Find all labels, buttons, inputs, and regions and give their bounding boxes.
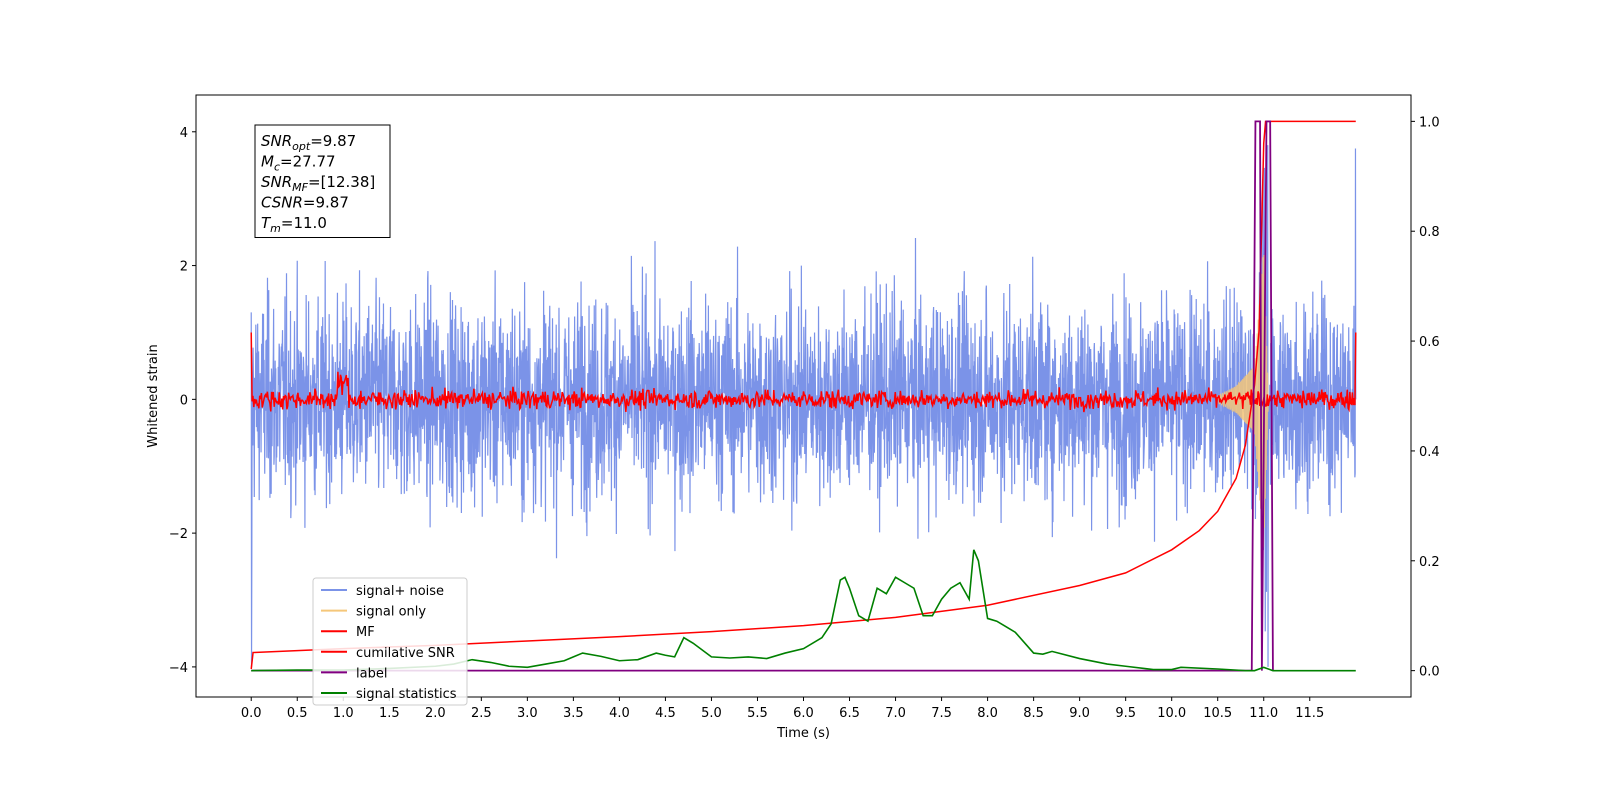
y-axis-left: −4 −2 0 2 4 bbox=[169, 126, 196, 676]
legend-item: cumilative SNR bbox=[321, 646, 455, 661]
legend-frame bbox=[312, 577, 468, 706]
x-tick-label: 0.0 bbox=[241, 706, 262, 721]
annotation-box: SNRopt=9.87Mc=27.77SNRMF=[12.38]CSNR=9.8… bbox=[254, 124, 391, 238]
x-tick-label: 4.0 bbox=[609, 706, 630, 721]
x-axis-label: Time (s) bbox=[776, 726, 830, 741]
annotation-frame bbox=[254, 124, 391, 238]
x-tick-label: 7.0 bbox=[885, 706, 906, 721]
annotation-line: SNRopt=9.87 bbox=[261, 132, 356, 153]
series-layer bbox=[250, 120, 1357, 672]
y2-tick-label: 1.0 bbox=[1419, 115, 1440, 130]
legend-item: MF bbox=[321, 625, 375, 640]
x-tick-label: 8.0 bbox=[977, 706, 998, 721]
x-tick-label: 0.5 bbox=[287, 706, 308, 721]
y-tick-label: 4 bbox=[180, 126, 188, 141]
y2-tick-label: 0.2 bbox=[1419, 555, 1440, 570]
x-tick-label: 3.0 bbox=[517, 706, 538, 721]
legend: signal+ noise signal only MF cumilative SNR… bbox=[312, 577, 468, 706]
y-tick-label: −2 bbox=[169, 527, 188, 542]
x-tick-label: 11.5 bbox=[1295, 706, 1324, 721]
y2-tick-label: 0.0 bbox=[1419, 665, 1440, 680]
x-tick-label: 1.5 bbox=[379, 706, 400, 721]
x-tick-label: 2.0 bbox=[425, 706, 446, 721]
x-tick-label: 6.0 bbox=[793, 706, 814, 721]
annotation-line: SNRMF=[12.38] bbox=[261, 173, 375, 194]
legend-label: cumilative SNR bbox=[356, 646, 455, 661]
y2-tick-label: 0.6 bbox=[1419, 335, 1440, 350]
x-tick-label: 8.5 bbox=[1023, 706, 1044, 721]
x-tick-label: 9.0 bbox=[1069, 706, 1090, 721]
x-tick-label: 4.5 bbox=[655, 706, 676, 721]
y-axis-right: 0.0 0.2 0.4 0.6 0.8 1.0 bbox=[1411, 115, 1440, 680]
y-tick-label: 0 bbox=[180, 393, 188, 408]
legend-label: signal statistics bbox=[356, 687, 457, 702]
series-mf bbox=[250, 332, 1357, 413]
x-tick-label: 2.5 bbox=[471, 706, 492, 721]
x-tick-label: 9.5 bbox=[1115, 706, 1136, 721]
legend-item: label bbox=[321, 666, 387, 681]
series-signal-plus-noise bbox=[250, 145, 1357, 667]
x-tick-label: 10.0 bbox=[1157, 706, 1186, 721]
legend-label: MF bbox=[356, 625, 375, 640]
legend-item: signal+ noise bbox=[321, 584, 444, 599]
series-cumulative-snr bbox=[250, 120, 1356, 670]
legend-label: signal only bbox=[356, 605, 426, 620]
x-tick-label: 5.5 bbox=[747, 706, 768, 721]
y-axis-label: Whitened strain bbox=[146, 344, 161, 447]
x-tick-label: 1.0 bbox=[333, 706, 354, 721]
x-tick-label: 3.5 bbox=[563, 706, 584, 721]
y-tick-label: −4 bbox=[169, 661, 188, 676]
annotation-line: CSNR=9.87 bbox=[261, 194, 349, 212]
x-tick-label: 10.5 bbox=[1203, 706, 1232, 721]
x-tick-label: 6.5 bbox=[839, 706, 860, 721]
x-tick-label: 7.5 bbox=[931, 706, 952, 721]
y-tick-label: 2 bbox=[180, 260, 188, 275]
legend-label: label bbox=[356, 666, 387, 681]
x-tick-label: 11.0 bbox=[1249, 706, 1278, 721]
annotation-line: Mc=27.77 bbox=[261, 153, 336, 174]
series-signal-statistics bbox=[251, 549, 1356, 672]
legend-label: signal+ noise bbox=[356, 584, 444, 599]
y2-tick-label: 0.8 bbox=[1419, 225, 1440, 240]
series-label bbox=[251, 120, 1274, 672]
legend-item: signal statistics bbox=[321, 687, 457, 702]
x-tick-label: 5.0 bbox=[701, 706, 722, 721]
y2-tick-label: 0.4 bbox=[1419, 445, 1440, 460]
legend-item: signal only bbox=[321, 605, 426, 620]
x-axis: 0.0 0.5 1.0 1.5 2.0 2.5 3.0 3.5 4.0 4.5 5.0 5.5 6.0 6… bbox=[241, 697, 1324, 721]
annotation-line: Tm=11.0 bbox=[261, 214, 327, 235]
